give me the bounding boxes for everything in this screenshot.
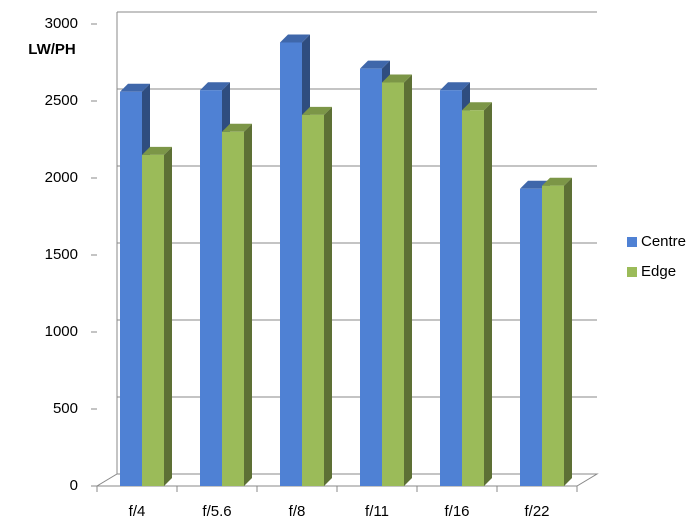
legend-label: Centre [641, 233, 686, 250]
bar-top [360, 60, 390, 69]
bar-top [440, 82, 470, 91]
bar-side [484, 102, 492, 487]
bar [222, 131, 244, 487]
legend-swatch [627, 267, 637, 277]
bar [360, 68, 382, 486]
y-tick-label: 1000 [45, 323, 78, 340]
x-tick-label: f/22 [524, 503, 549, 520]
bar-top [462, 102, 492, 111]
bar [382, 82, 404, 487]
bar [302, 114, 324, 487]
bar-top [120, 83, 150, 92]
bar-top [222, 123, 252, 132]
bar [142, 154, 164, 486]
y-tick-label: 0 [70, 477, 78, 494]
bar [200, 90, 222, 486]
x-tick-label: f/4 [129, 503, 146, 520]
y-tick-label: 2000 [45, 169, 78, 186]
bar [462, 110, 484, 487]
bar [520, 188, 542, 486]
bar-side [404, 74, 412, 487]
legend-swatch [627, 237, 637, 247]
bar [542, 185, 564, 486]
bar-top [142, 146, 172, 155]
bar-top [302, 106, 332, 115]
y-tick-label: 1500 [45, 246, 78, 263]
x-tick-label: f/5.6 [202, 503, 231, 520]
bar-side [564, 177, 572, 486]
x-tick-label: f/11 [365, 503, 389, 520]
bar-side [164, 146, 172, 486]
y-tick-label: 3000 [45, 15, 78, 32]
bar [280, 42, 302, 486]
bar-top [200, 82, 230, 91]
x-tick-label: f/16 [444, 503, 469, 520]
bar-side [244, 123, 252, 487]
bar-top [542, 177, 572, 186]
x-tick-label: f/8 [289, 503, 306, 520]
bar-side [324, 106, 332, 487]
legend-label: Edge [641, 263, 676, 280]
bar-top [280, 34, 310, 43]
y-tick-label: 500 [53, 400, 78, 417]
bar [440, 90, 462, 486]
y-axis-label: LW/PH [28, 41, 76, 58]
y-tick-label: 2500 [45, 92, 78, 109]
bar [120, 91, 142, 486]
bar-top [382, 74, 412, 83]
